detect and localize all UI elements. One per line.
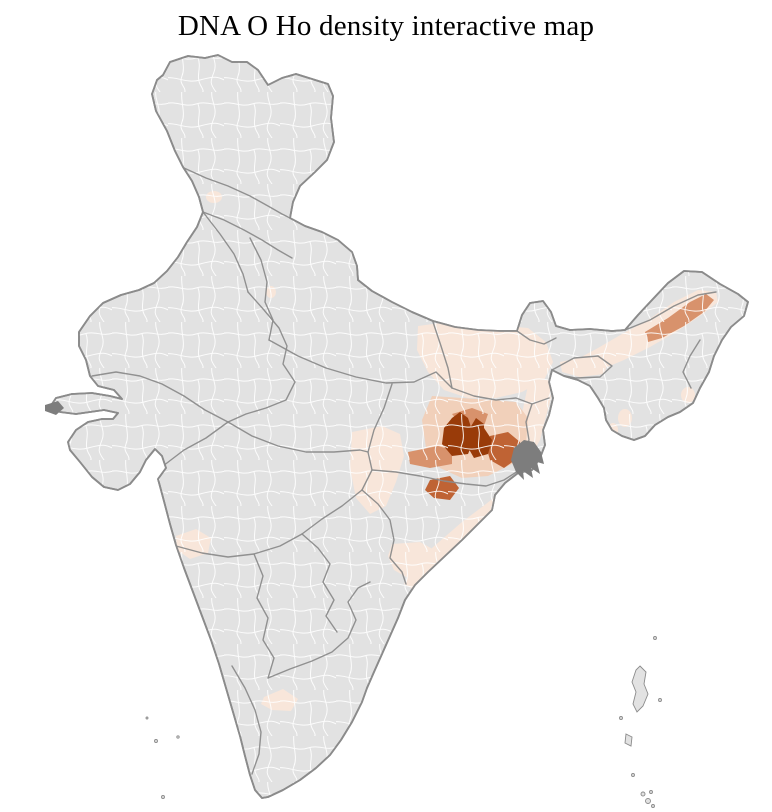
state-border (451, 387, 550, 405)
state-border (551, 355, 613, 379)
island-dot (161, 795, 165, 799)
andaman-main-island (631, 665, 649, 713)
island-dot (653, 636, 657, 640)
state-border (267, 581, 371, 679)
state-border (301, 533, 338, 633)
andaman-nicobar-islands (619, 636, 662, 808)
island-dot (145, 716, 149, 720)
state-border (624, 291, 717, 331)
state-border (231, 665, 262, 775)
state-border (361, 383, 393, 491)
island-dot (154, 739, 158, 743)
kutch-creek-patch (45, 401, 64, 415)
state-border (516, 330, 557, 345)
sundarbans-no-data-region[interactable] (511, 440, 544, 480)
state-border (227, 291, 296, 423)
state-border (432, 321, 453, 389)
state-border (202, 211, 249, 293)
state-borders (91, 167, 717, 775)
nicobar-island-dot (645, 798, 651, 804)
state-border (202, 211, 293, 259)
state-border (227, 421, 369, 453)
nicobar-island-dot (649, 790, 653, 794)
island-dot (631, 773, 635, 777)
island-dot (658, 698, 662, 702)
state-border (183, 167, 291, 219)
island-dot (619, 716, 623, 720)
state-border (175, 489, 363, 558)
state-border (162, 421, 229, 467)
state-border (268, 339, 453, 389)
nicobar-island-dot (651, 804, 655, 808)
island-dot (176, 735, 180, 739)
state-border (249, 237, 274, 341)
state-border (361, 489, 407, 585)
lakshadweep-islands (145, 716, 180, 799)
map-title: DNA O Ho density interactive map (177, 10, 595, 42)
state-border (253, 553, 275, 679)
state-border (682, 339, 701, 389)
state-border (371, 461, 532, 487)
andaman-south-island (624, 733, 633, 747)
state-border (91, 371, 229, 423)
nicobar-island-dot (640, 791, 646, 797)
